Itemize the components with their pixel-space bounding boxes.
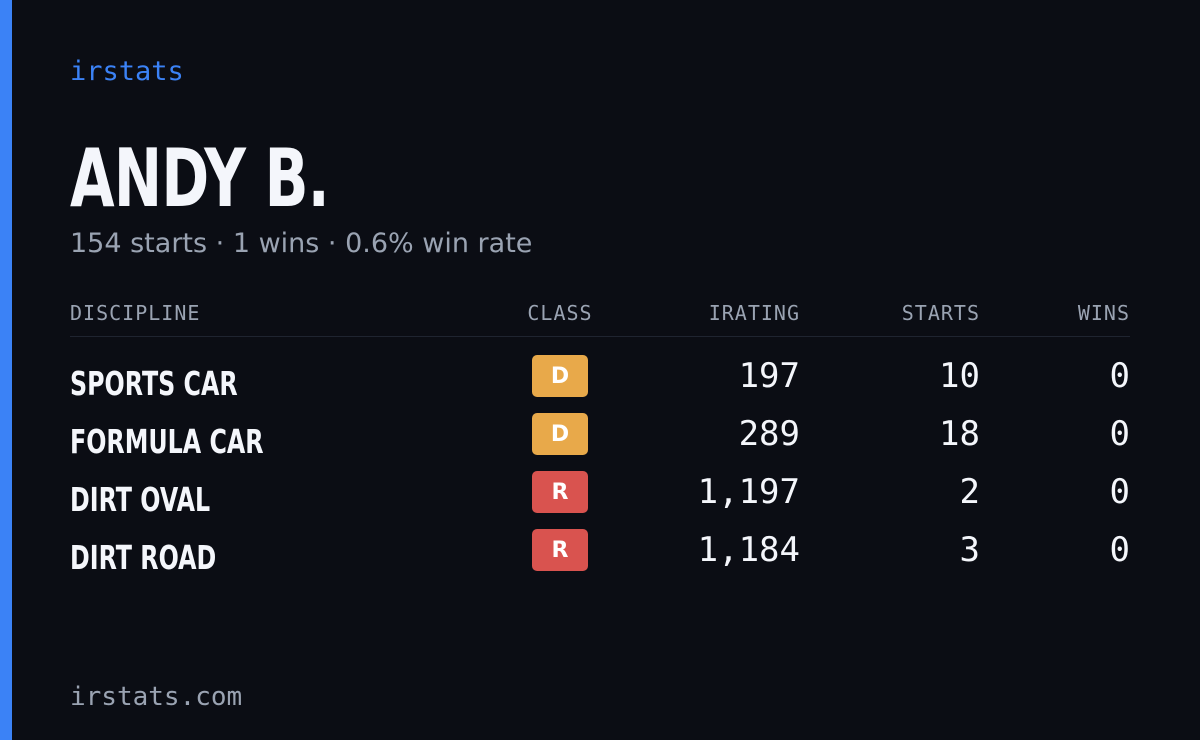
irating: 289 <box>738 414 800 454</box>
starts: 18 <box>939 414 980 454</box>
header-rule <box>70 336 1130 337</box>
column-header: DISCIPLINE <box>70 301 201 325</box>
irating: 197 <box>738 356 800 396</box>
discipline: DIRT OVAL <box>70 480 211 519</box>
wins: 0 <box>1109 356 1130 396</box>
class-badge: R <box>532 471 588 513</box>
class-badge: D <box>532 413 588 455</box>
column-header: STARTS <box>901 301 980 325</box>
discipline: DIRT ROAD <box>70 538 217 577</box>
column-header: IRATING <box>708 301 800 325</box>
profile-name: ANDY B. <box>70 132 330 225</box>
brand: irstats <box>70 56 184 87</box>
discipline: FORMULA CAR <box>70 422 264 461</box>
starts: 3 <box>959 530 980 570</box>
starts: 2 <box>959 472 980 512</box>
column-header: WINS <box>1077 301 1130 325</box>
accent-bar <box>0 0 12 740</box>
class-badge: D <box>532 355 588 397</box>
class-badge: R <box>532 529 588 571</box>
wins: 0 <box>1109 472 1130 512</box>
irating: 1,197 <box>697 472 800 512</box>
irating: 1,184 <box>697 530 800 570</box>
wins: 0 <box>1109 414 1130 454</box>
profile-summary: 154 starts · 1 wins · 0.6% win rate <box>70 228 533 259</box>
discipline: SPORTS CAR <box>70 364 238 403</box>
footer: irstats.com <box>70 682 243 712</box>
wins: 0 <box>1109 530 1130 570</box>
starts: 10 <box>939 356 980 396</box>
column-header: CLASS <box>527 301 593 325</box>
